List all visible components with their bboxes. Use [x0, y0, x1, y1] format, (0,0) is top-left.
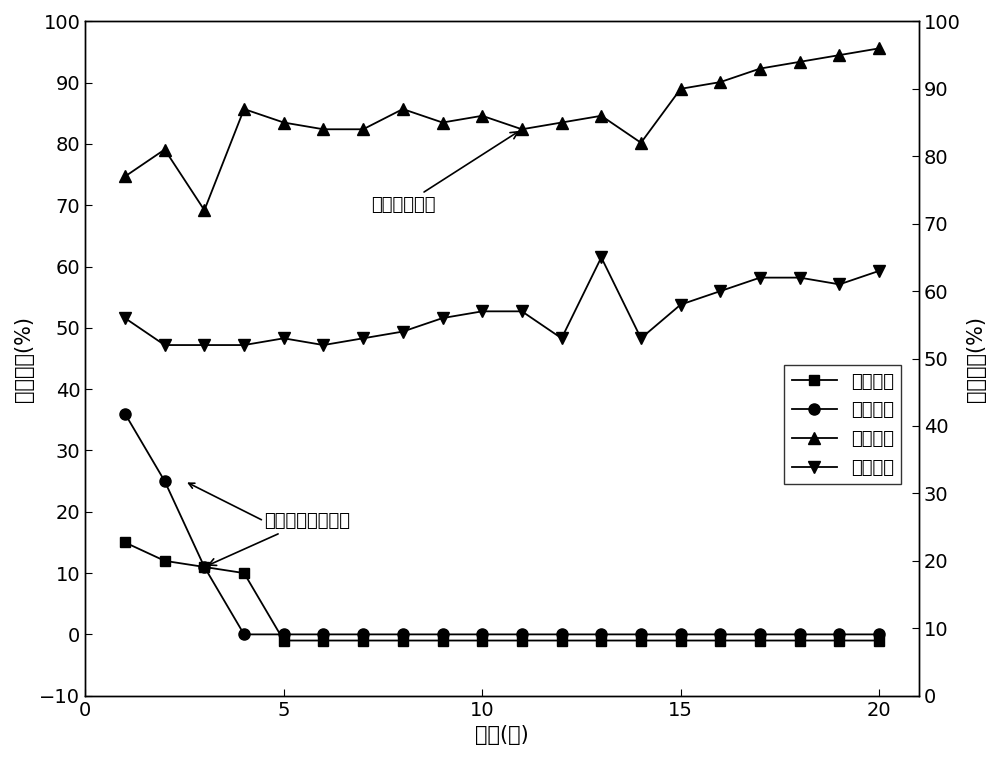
X-axis label: 周期(个): 周期(个)	[475, 725, 529, 745]
Text: 未加吸附氨氮材料: 未加吸附氨氮材料	[209, 512, 350, 565]
Y-axis label: 亚础化率(%): 亚础化率(%)	[966, 316, 986, 402]
Y-axis label: 氨去除率(%): 氨去除率(%)	[14, 316, 34, 402]
Legend: 亚础化率, 氨去除率, 亚础化率, 氨去除率: 亚础化率, 氨去除率, 亚础化率, 氨去除率	[784, 365, 901, 484]
Text: 吸附氨氮材料: 吸附氨氮材料	[371, 132, 518, 214]
